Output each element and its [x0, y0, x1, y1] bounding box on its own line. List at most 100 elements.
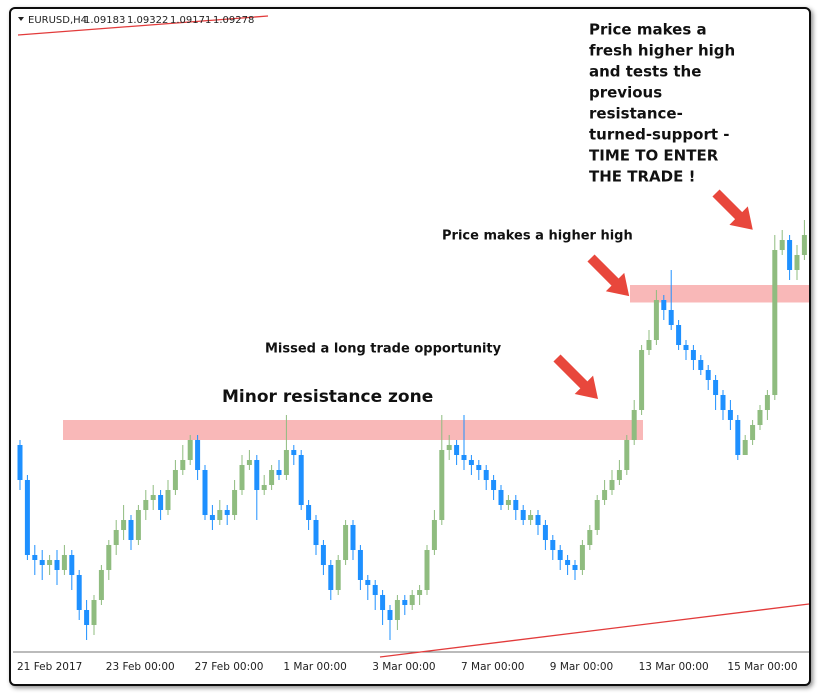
candle-body: [565, 560, 571, 565]
candle-body: [313, 520, 319, 545]
candle-body: [283, 450, 289, 475]
trend-line: [17, 15, 269, 36]
candle-body: [520, 510, 526, 520]
candle-body: [550, 540, 556, 550]
candle-body: [491, 480, 497, 490]
candle-body: [639, 350, 645, 410]
candle-body: [461, 455, 467, 460]
annotation: Missed a long trade opportunity: [265, 342, 502, 357]
candle-body: [91, 600, 97, 625]
x-tick-label: 21 Feb 2017: [17, 661, 82, 673]
candle-body: [17, 445, 23, 480]
candle-body: [261, 485, 267, 490]
candle-body: [84, 610, 90, 625]
annotation-line: and tests the: [589, 63, 701, 81]
arrow: [553, 354, 599, 400]
candle-body: [409, 595, 415, 605]
candle-body: [143, 500, 149, 510]
zones: [63, 285, 809, 440]
annotation-line: fresh higher high: [589, 42, 735, 60]
trend-line: [379, 603, 810, 658]
candle-body: [439, 450, 445, 520]
x-tick-label: 9 Mar 00:00: [550, 661, 613, 673]
annotation: Price makes a higher high: [442, 229, 633, 244]
annotation-line: TIME TO ENTER: [589, 147, 719, 165]
candle-body: [476, 465, 482, 470]
candle-body: [587, 530, 593, 545]
zone: [63, 420, 643, 440]
candle-body: [801, 235, 807, 255]
candle-body: [742, 440, 748, 455]
arrows: [553, 189, 753, 400]
candle-body: [757, 410, 763, 425]
candle-body: [609, 480, 615, 490]
candle-body: [705, 370, 711, 380]
candle-body: [54, 560, 60, 570]
candle-body: [180, 460, 186, 470]
candle-body: [483, 470, 489, 480]
candle-body: [135, 510, 141, 540]
candle-body: [394, 600, 400, 620]
candle-body: [787, 240, 793, 270]
candle-body: [158, 495, 164, 510]
candle-body: [542, 525, 548, 540]
candle-body: [343, 525, 349, 560]
candle-body: [387, 610, 393, 620]
candle-body: [106, 545, 112, 570]
candle-body: [594, 500, 600, 530]
candle-body: [306, 505, 312, 520]
candle-body: [498, 490, 504, 505]
candles: [17, 220, 807, 640]
candle-body: [76, 575, 82, 610]
candle-body: [298, 455, 304, 505]
candle-body: [535, 515, 541, 525]
candle-body: [735, 420, 741, 455]
x-tick-label: 15 Mar 00:00: [727, 661, 797, 673]
candle-body: [468, 460, 474, 465]
candle-body: [653, 300, 659, 340]
candle-body: [446, 445, 452, 450]
zone: [630, 285, 809, 303]
candle-body: [602, 490, 608, 500]
candle-body: [232, 490, 238, 515]
annotation-line: resistance-: [589, 105, 683, 123]
candle-body: [794, 255, 800, 270]
annotation: Minor resistance zone: [222, 387, 433, 407]
candle-body: [646, 340, 652, 350]
candle-body: [32, 555, 38, 560]
candle-body: [276, 470, 282, 475]
annotation-line: THE TRADE !: [589, 168, 695, 186]
candle-body: [24, 480, 30, 555]
candle-body: [750, 425, 756, 440]
candle-body: [661, 300, 667, 310]
candle-body: [528, 515, 534, 520]
candle-body: [417, 590, 423, 595]
arrow: [712, 189, 753, 230]
candle-body: [431, 520, 437, 550]
candle-body: [269, 470, 275, 485]
candle-body: [372, 585, 378, 595]
candle-body: [380, 595, 386, 610]
candle-body: [187, 440, 193, 460]
candle-body: [150, 495, 156, 500]
candle-body: [727, 410, 733, 420]
x-tick-label: 7 Mar 00:00: [461, 661, 524, 673]
candle-body: [39, 560, 45, 565]
candle-body: [402, 600, 408, 605]
candle-body: [350, 525, 356, 550]
candle-body: [335, 560, 341, 590]
candle-body: [320, 545, 326, 565]
x-tick-label: 27 Feb 00:00: [195, 661, 264, 673]
candle-body: [720, 395, 726, 410]
candle-body: [328, 565, 334, 590]
candle-body: [764, 395, 770, 410]
candle-body: [505, 500, 511, 505]
annotation-line: turned-support -: [589, 126, 729, 144]
candle-body: [779, 240, 785, 250]
x-tick-label: 13 Mar 00:00: [639, 661, 709, 673]
candle-body: [513, 500, 519, 510]
candle-body: [424, 550, 430, 590]
header-price: 1.09183: [84, 15, 125, 26]
candle-body: [668, 310, 674, 325]
candle-body: [113, 530, 119, 545]
